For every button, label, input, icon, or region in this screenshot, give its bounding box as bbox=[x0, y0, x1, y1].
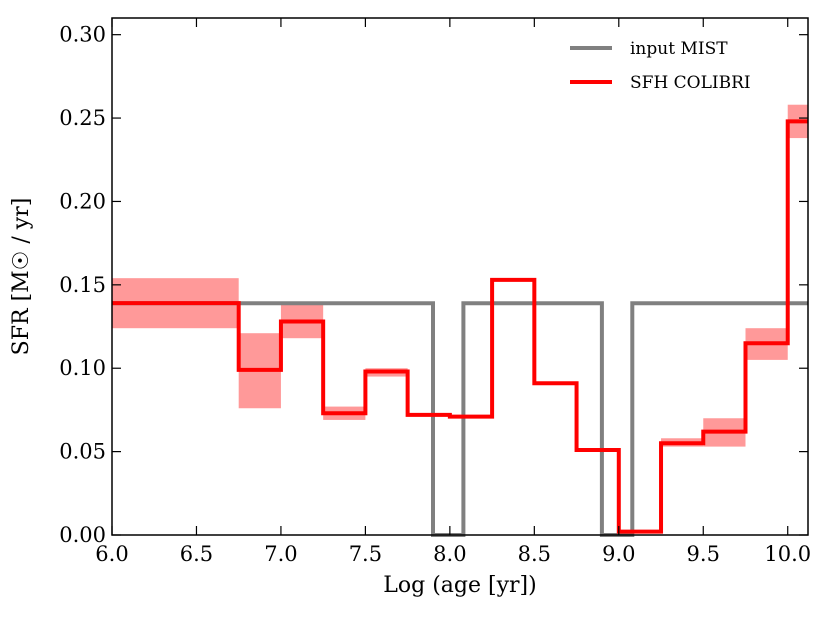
legend-label-1: SFH COLIBRI bbox=[630, 73, 751, 93]
y-tick-label: 0.20 bbox=[59, 189, 106, 213]
plot-frame bbox=[111, 17, 809, 536]
y-tick-label: 0.15 bbox=[59, 273, 106, 297]
y-axis-label: SFR [M☉ / yr] bbox=[9, 198, 34, 356]
axis-ticks bbox=[111, 18, 808, 536]
x-tick-label: 8.5 bbox=[518, 542, 551, 566]
x-tick-label: 9.5 bbox=[687, 542, 720, 566]
legend: input MIST SFH COLIBRI bbox=[570, 39, 751, 93]
y-tick-label: 0.25 bbox=[59, 106, 106, 130]
y-tick-label: 0.05 bbox=[59, 440, 106, 464]
y-tick-label: 0.00 bbox=[59, 523, 106, 547]
y-tick-label: 0.10 bbox=[59, 356, 106, 380]
legend-label-0: input MIST bbox=[630, 39, 728, 59]
colibri-series bbox=[112, 119, 808, 534]
x-tick-label: 7.0 bbox=[264, 542, 297, 566]
x-tick-label: 7.5 bbox=[349, 542, 382, 566]
x-axis-label: Log (age [yr]) bbox=[383, 573, 536, 598]
x-tick-label: 10.0 bbox=[764, 542, 811, 566]
x-tick-label: 8.0 bbox=[433, 542, 466, 566]
tick-labels: 6.0 6.5 7.0 7.5 8.0 8.5 9.0 9.5 10.0 0.00 0.05 0.10… bbox=[59, 23, 811, 566]
x-tick-label: 6.5 bbox=[180, 542, 213, 566]
colibri-line bbox=[112, 119, 808, 534]
x-tick-label: 9.0 bbox=[602, 542, 635, 566]
x-tick-label: 6.0 bbox=[95, 542, 128, 566]
error-bands bbox=[112, 104, 808, 534]
y-tick-label: 0.30 bbox=[59, 23, 106, 47]
